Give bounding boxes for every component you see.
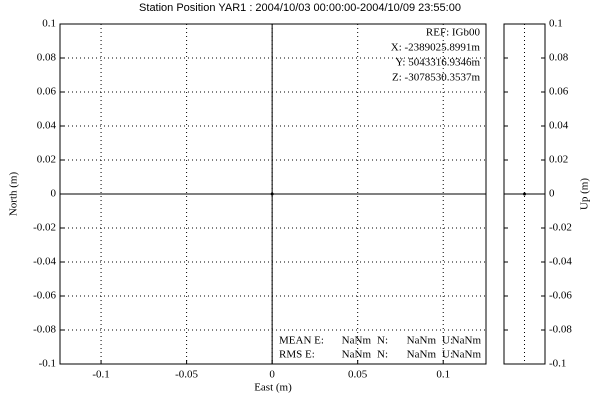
stat: N: <box>377 349 388 361</box>
y-tick-label: 0.04 <box>549 120 569 132</box>
stat: NaNm <box>452 335 482 347</box>
stat: NaNm <box>452 349 482 361</box>
stat: RMS E: <box>279 349 315 361</box>
stat: MEAN E: <box>279 335 324 347</box>
y-tick-label: 0.08 <box>37 52 57 64</box>
y-tick-label: -0.04 <box>33 256 56 268</box>
y-axis-label: North (m) <box>8 172 20 217</box>
y-tick-label: -0.06 <box>549 290 572 302</box>
y-tick-label: -0.02 <box>549 222 572 234</box>
y-tick-label: 0.02 <box>37 154 56 166</box>
x-tick-label: -0.05 <box>175 369 198 381</box>
x-tick-label: -0.1 <box>92 369 109 381</box>
stat: NaNm <box>407 349 437 361</box>
up-axis-label: Up (m) <box>579 178 591 210</box>
y-tick-label: -0.08 <box>33 324 56 336</box>
y-tick-label: 0.06 <box>549 86 569 98</box>
y-tick-label: -0.08 <box>549 324 572 336</box>
chart-title: Station Position YAR1 : 2004/10/03 00:00… <box>139 2 461 14</box>
point <box>270 192 274 196</box>
stat: U: <box>442 335 453 347</box>
y-tick-label: 0.04 <box>37 120 57 132</box>
y-tick-label: -0.06 <box>33 290 56 302</box>
y-tick-label: 0 <box>51 188 57 200</box>
y-tick-label: 0.02 <box>549 154 568 166</box>
x-tick-label: 0 <box>269 369 275 381</box>
stat: N: <box>377 335 388 347</box>
annotation: Y: 5043316.9346m <box>395 57 480 69</box>
stat: NaNm <box>342 335 372 347</box>
x-tick-label: 0.05 <box>348 369 368 381</box>
x-axis-label: East (m) <box>254 382 292 394</box>
stat: NaNm <box>342 349 372 361</box>
y-tick-label: 0.1 <box>549 18 563 30</box>
stat: NaNm <box>407 335 437 347</box>
y-tick-label: 0.08 <box>549 52 569 64</box>
y-tick-label: 0.1 <box>42 18 56 30</box>
stat: U: <box>442 349 453 361</box>
plot-frame <box>59 23 487 365</box>
y-tick-label: 0 <box>549 188 555 200</box>
point <box>523 192 526 196</box>
annotation: REF: IGb00 <box>426 27 481 39</box>
y-tick-label: -0.1 <box>39 358 56 370</box>
y-tick-label: -0.1 <box>549 358 566 370</box>
plot-frame <box>503 23 546 365</box>
annotation: X: -2389025.8991m <box>391 42 481 54</box>
y-tick-label: -0.04 <box>549 256 572 268</box>
y-tick-label: 0.06 <box>37 86 57 98</box>
y-tick-label: -0.02 <box>33 222 56 234</box>
x-tick-label: 0.1 <box>436 369 450 381</box>
annotation: Z: -3078530.3537m <box>392 72 480 84</box>
